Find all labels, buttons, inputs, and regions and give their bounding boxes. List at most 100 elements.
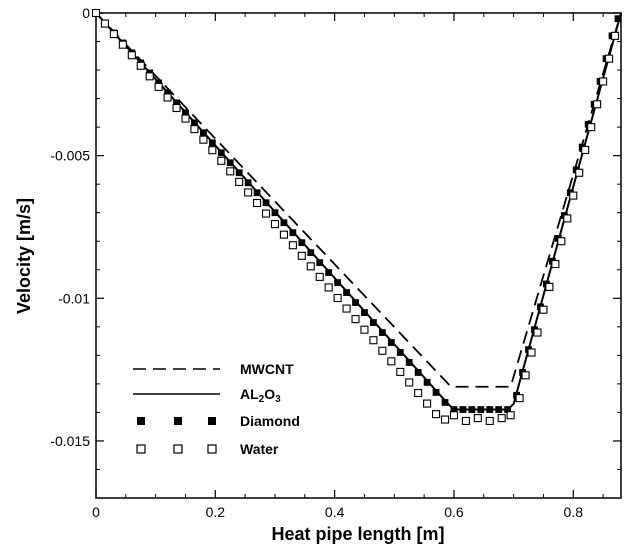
data-point-water <box>342 304 351 313</box>
data-point-diamond <box>414 369 422 376</box>
data-point-water <box>100 19 109 28</box>
data-point-diamond <box>199 129 207 137</box>
data-point-water <box>235 177 244 186</box>
legend-label-diamond: Diamond <box>240 413 300 429</box>
legend-marker-water <box>136 444 146 454</box>
data-point-water <box>172 103 181 113</box>
data-point-water <box>306 262 315 271</box>
data-point-diamond <box>280 219 288 227</box>
legend-label-mwcnt: MWCNT <box>240 361 294 377</box>
data-point-water <box>136 61 145 70</box>
x-tick-label: 0.4 <box>325 504 345 520</box>
data-point-diamond <box>495 406 503 413</box>
data-point-water <box>581 145 590 154</box>
data-point-diamond <box>486 406 494 413</box>
data-point-water <box>396 367 405 376</box>
data-point-water <box>315 272 324 281</box>
legend-label-al2o3: AL2O3 <box>240 386 281 405</box>
data-point-water <box>288 241 297 250</box>
data-point-water <box>405 378 414 387</box>
legend-marker-water <box>173 444 183 454</box>
data-point-water <box>387 357 396 366</box>
data-point-water <box>154 82 163 91</box>
data-point-diamond <box>441 399 449 406</box>
data-point-water <box>324 283 333 292</box>
y-tick-label: -0.01 <box>58 290 90 306</box>
data-point-water <box>497 414 506 423</box>
data-point-diamond <box>298 239 306 247</box>
legend-marker-water <box>207 444 217 454</box>
data-point-water <box>563 214 572 223</box>
data-point-water <box>414 388 423 398</box>
data-point-diamond <box>316 259 324 267</box>
data-point-water <box>506 411 515 420</box>
data-point-water <box>461 416 470 426</box>
plot-frame <box>95 12 622 499</box>
data-point-water <box>253 198 262 208</box>
data-point-water <box>360 325 369 334</box>
data-point-diamond <box>468 406 476 413</box>
legend-marker-diamond <box>137 417 145 425</box>
data-point-water <box>551 260 560 269</box>
data-point-water <box>378 346 387 355</box>
data-point-water <box>261 209 271 218</box>
data-point-diamond <box>208 139 216 147</box>
data-point-water <box>539 305 548 314</box>
data-point-water <box>190 125 199 134</box>
data-point-water <box>485 416 494 426</box>
y-tick-label: -0.015 <box>50 433 90 449</box>
data-point-water <box>515 394 524 403</box>
y-axis-title: Velocity [m/s] <box>14 198 34 314</box>
data-point-water <box>440 415 450 424</box>
al2o3-sub-2: 3 <box>275 394 281 405</box>
legend: MWCNT AL2O3 Diamond Water <box>133 361 300 457</box>
data-point-water <box>127 51 136 60</box>
data-point-diamond <box>614 15 622 23</box>
data-point-water <box>163 93 172 102</box>
data-point-diamond <box>378 329 386 336</box>
data-point-water <box>145 72 154 81</box>
x-tick-label: 0.2 <box>206 504 226 520</box>
data-point-water <box>423 399 432 408</box>
data-point-diamond <box>459 406 467 413</box>
data-point-water <box>605 54 614 63</box>
data-point-water <box>244 188 253 197</box>
data-point-water <box>118 40 127 49</box>
axis-ticks: 0 0.2 0.4 0.6 0.8 0 -0.005 -0.01 -0.015 <box>50 5 621 520</box>
data-point-water <box>270 220 280 229</box>
legend-label-water: Water <box>240 441 279 457</box>
data-point-water <box>575 168 584 177</box>
data-point-diamond <box>423 379 431 386</box>
data-point-water <box>432 410 441 419</box>
y-tick-label: 0 <box>82 5 90 21</box>
data-point-diamond <box>477 406 485 413</box>
data-point-water <box>199 135 208 144</box>
series-line-al2o3 <box>95 12 622 411</box>
data-point-diamond <box>352 299 359 306</box>
data-point-diamond <box>334 279 342 287</box>
data-point-water <box>351 315 360 324</box>
data-point-water <box>449 411 459 420</box>
y-tick-label: -0.005 <box>50 148 90 164</box>
data-point-diamond <box>307 249 315 257</box>
al2o3-sub-1: 2 <box>259 394 265 405</box>
data-point-water <box>521 371 530 380</box>
data-point-diamond <box>432 389 440 396</box>
data-point-water <box>217 156 226 165</box>
legend-marker-diamond <box>174 417 182 425</box>
data-point-diamond <box>226 159 234 167</box>
data-point-water <box>91 8 101 18</box>
al2o3-main: AL <box>240 386 259 402</box>
data-point-water <box>593 100 602 109</box>
data-point-water <box>181 114 190 123</box>
data-point-water <box>527 348 536 357</box>
data-point-water <box>545 282 554 291</box>
series-line-mwcnt <box>95 12 622 388</box>
data-point-water <box>587 123 596 132</box>
data-point-water <box>557 237 566 246</box>
data-point-diamond <box>387 339 395 346</box>
data-point-water <box>533 328 542 337</box>
legend-marker-diamond <box>208 417 216 425</box>
data-point-water <box>297 251 306 260</box>
